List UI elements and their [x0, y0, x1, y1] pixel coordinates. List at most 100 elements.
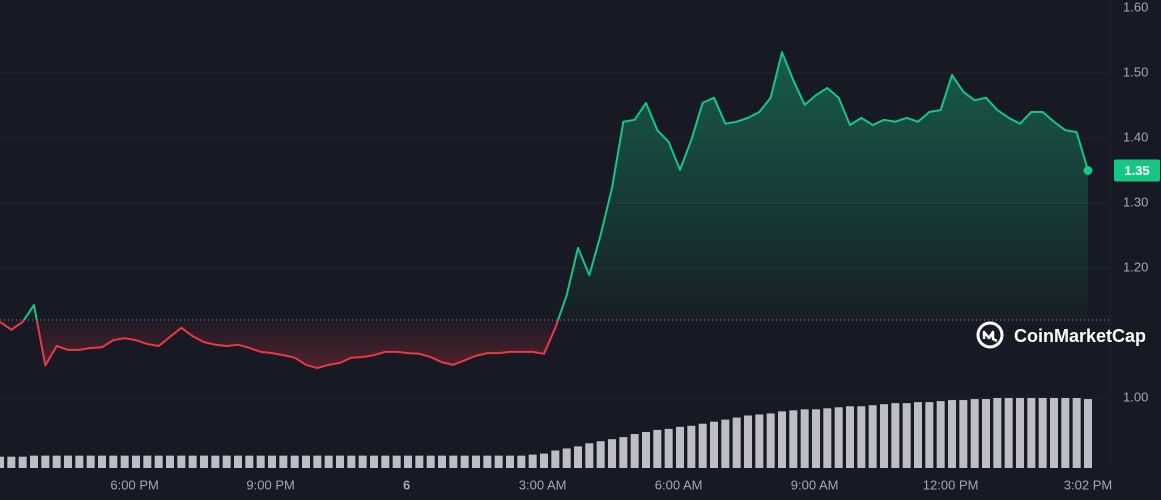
- x-tick-label: 12:00 PM: [923, 477, 979, 492]
- x-tick-label: 9:00 PM: [246, 477, 294, 492]
- x-tick-label: 3:00 AM: [519, 477, 567, 492]
- volume-bar: [438, 455, 446, 468]
- volume-bar: [426, 455, 435, 468]
- volume-bar: [812, 409, 820, 468]
- volume-bar: [653, 429, 662, 468]
- volume-bar: [710, 421, 718, 468]
- volume-bar: [75, 455, 84, 468]
- x-tick-label: 6:00 AM: [655, 477, 703, 492]
- volume-bar: [880, 404, 888, 468]
- volume-bar: [120, 455, 129, 468]
- volume-bar: [540, 453, 548, 468]
- x-tick-label: 6: [403, 477, 410, 492]
- y-tick-label: 1.30: [1123, 194, 1148, 209]
- volume-bar: [936, 401, 945, 468]
- volume-bar: [1072, 398, 1081, 468]
- volume-bar: [891, 403, 900, 468]
- y-tick-label: 1.20: [1123, 259, 1148, 274]
- volume-bar: [528, 454, 537, 468]
- volume-bar: [676, 426, 684, 468]
- volume-bar: [392, 455, 401, 468]
- volume-bar: [789, 410, 798, 468]
- volume-bar: [222, 455, 231, 468]
- volume-bar: [347, 455, 356, 468]
- volume-bar: [585, 443, 594, 468]
- volume-bar: [630, 434, 639, 468]
- volume-bar: [64, 455, 72, 468]
- volume-bar: [664, 428, 673, 468]
- volume-bar: [98, 455, 106, 468]
- volume-bar: [109, 455, 118, 468]
- x-tick-label: 9:00 AM: [791, 477, 839, 492]
- volume-bar: [925, 402, 934, 468]
- watermark-text: CoinMarketCap: [1014, 326, 1146, 346]
- volume-bar: [902, 403, 911, 468]
- x-tick-label: 6:00 PM: [110, 477, 158, 492]
- volume-bar: [472, 455, 480, 468]
- volume-bar: [30, 455, 38, 468]
- volume-bar: [846, 406, 854, 468]
- volume-bar: [687, 425, 696, 468]
- y-tick-label: 1.50: [1123, 64, 1148, 79]
- volume-bar: [245, 455, 254, 468]
- y-tick-label: 1.40: [1123, 129, 1148, 144]
- volume-bar: [778, 411, 786, 468]
- volume-bar: [1027, 398, 1036, 468]
- volume-bar: [290, 455, 299, 468]
- volume-bar: [608, 439, 616, 468]
- volume-bar: [256, 455, 265, 468]
- volume-bar: [800, 409, 809, 468]
- x-tick-label: 3:02 PM: [1064, 477, 1112, 492]
- volume-bar: [914, 402, 922, 468]
- volume-bar: [562, 448, 571, 468]
- last-price-dot: [1083, 166, 1093, 175]
- volume-bar: [551, 450, 560, 468]
- volume-bar: [415, 455, 424, 468]
- volume-bar: [234, 455, 242, 468]
- volume-bar: [7, 456, 16, 468]
- volume-bar: [370, 455, 378, 468]
- volume-bar: [744, 415, 752, 468]
- price-line: [0, 51, 1089, 370]
- volume-bar: [200, 455, 208, 468]
- labels: 1.60 1.50 1.40 1.30 1.20 1.00 6:00 PM 9:00 PM 6 3…: [110, 0, 1160, 492]
- volume-bar: [166, 455, 174, 468]
- volume-bar: [211, 455, 220, 468]
- volume-bar: [177, 455, 186, 468]
- volume-bars: [0, 398, 1092, 468]
- volume-bar: [313, 455, 322, 468]
- volume-bar: [381, 455, 390, 468]
- volume-bar: [143, 455, 152, 468]
- price-tag-label: 1.35: [1124, 163, 1149, 178]
- volume-bar: [517, 455, 526, 468]
- volume-bar: [268, 455, 276, 468]
- volume-bar: [86, 455, 95, 468]
- volume-bar: [460, 455, 469, 468]
- volume-bar: [721, 419, 730, 468]
- volume-bar: [1084, 399, 1092, 468]
- volume-bar: [483, 455, 492, 468]
- y-tick-label: 1.00: [1123, 389, 1148, 404]
- volume-bar: [506, 455, 514, 468]
- volume-bar: [41, 455, 50, 468]
- volume-bar: [18, 456, 27, 468]
- volume-bar: [574, 446, 582, 468]
- volume-bar: [132, 455, 140, 468]
- volume-bar: [1061, 398, 1070, 468]
- volume-bar: [857, 406, 866, 468]
- volume-bar: [279, 455, 288, 468]
- y-tick-label: 1.60: [1123, 0, 1148, 14]
- volume-bar: [982, 399, 990, 468]
- volume-bar: [52, 455, 61, 468]
- watermark: CoinMarketCap: [976, 321, 1146, 349]
- volume-bar: [868, 405, 877, 468]
- volume-bar: [188, 455, 197, 468]
- volume-bar: [596, 441, 605, 468]
- volume-bar: [619, 437, 628, 468]
- volume-bar: [336, 455, 344, 468]
- volume-bar: [698, 423, 707, 468]
- volume-bar: [959, 400, 968, 468]
- volume-bar: [324, 455, 333, 468]
